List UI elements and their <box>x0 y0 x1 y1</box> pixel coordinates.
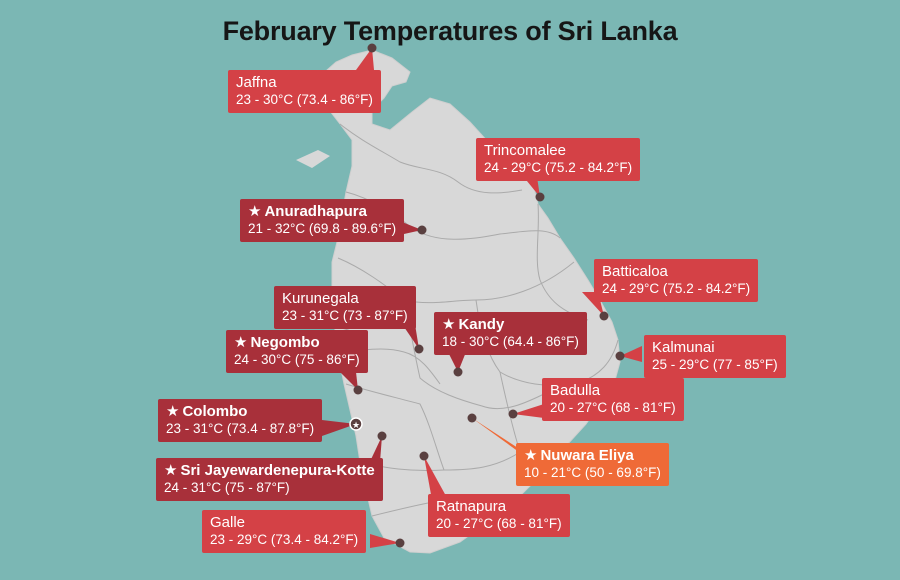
city-temp: 23 - 30°C (73.4 - 86°F) <box>236 92 373 107</box>
label-ratnapura: Ratnapura 20 - 27°C (68 - 81°F) <box>428 494 570 537</box>
label-colombo: ★ Colombo 23 - 31°C (73.4 - 87.8°F) <box>158 399 323 442</box>
label-batticaloa: Batticaloa 24 - 29°C (75.2 - 84.2°F) <box>594 259 759 302</box>
dot-icon <box>615 351 625 361</box>
city-temp: 23 - 29°C (73.4 - 84.2°F) <box>210 532 359 547</box>
label-nuwara-eliya: ★ Nuwara Eliya 10 - 21°C (50 - 69.8°F) <box>516 443 669 486</box>
dot-icon <box>535 192 545 202</box>
label-jaffna: Jaffna 23 - 30°C (73.4 - 86°F) <box>228 70 381 113</box>
city-markers <box>353 43 625 548</box>
dot-icon <box>419 451 429 461</box>
map-title: February Temperatures of Sri Lanka <box>222 16 678 46</box>
city-temp: 20 - 27°C (68 - 81°F) <box>436 516 562 531</box>
star-icon: ★ <box>234 334 248 351</box>
city-name: Kalmunai <box>652 339 715 356</box>
dot-icon <box>395 538 405 548</box>
city-name: Kurunegala <box>282 290 359 307</box>
label-negombo: ★ Negombo 24 - 30°C (75 - 86°F) <box>226 330 368 373</box>
label-badulla: Badulla 20 - 27°C (68 - 81°F) <box>542 378 684 421</box>
dot-icon <box>414 344 424 354</box>
city-name: Batticaloa <box>602 263 668 280</box>
dot-icon <box>508 409 518 419</box>
star-icon: ★ <box>248 203 262 220</box>
label-galle: Galle 23 - 29°C (73.4 - 84.2°F) <box>202 510 367 553</box>
label-trincomalee: Trincomalee 24 - 29°C (75.2 - 84.2°F) <box>476 138 641 181</box>
label-kandy: ★ Kandy 18 - 30°C (64.4 - 86°F) <box>434 312 587 355</box>
dot-icon <box>467 413 477 423</box>
city-temp: 24 - 29°C (75.2 - 84.2°F) <box>602 281 751 296</box>
city-name: Jaffna <box>236 74 277 91</box>
dot-icon <box>599 311 609 321</box>
star-icon: ★ <box>442 316 456 333</box>
dot-icon <box>377 431 387 441</box>
city-name: Nuwara Eliya <box>540 447 634 464</box>
dot-icon <box>353 385 363 395</box>
city-temp: 25 - 29°C (77 - 85°F) <box>652 357 778 372</box>
star-icon: ★ <box>524 447 538 464</box>
city-temp: 18 - 30°C (64.4 - 86°F) <box>442 334 579 349</box>
city-temp: 23 - 31°C (73.4 - 87.8°F) <box>166 421 315 436</box>
city-name: Badulla <box>550 382 601 399</box>
city-name: Kandy <box>458 316 505 333</box>
svg-text:★: ★ <box>352 421 360 431</box>
mannar-island <box>296 150 330 168</box>
city-name: Sri Jayewardenepura-Kotte <box>180 462 375 479</box>
label-kalmunai: Kalmunai 25 - 29°C (77 - 85°F) <box>644 335 786 378</box>
city-temp: 24 - 31°C (75 - 87°F) <box>164 480 290 495</box>
colombo-marker: ★ <box>349 417 363 431</box>
city-temp: 20 - 27°C (68 - 81°F) <box>550 400 676 415</box>
city-temp: 24 - 30°C (75 - 86°F) <box>234 352 360 367</box>
label-anuradhapura: ★ Anuradhapura 21 - 32°C (69.8 - 89.6°F) <box>240 199 405 242</box>
city-name: Colombo <box>182 403 248 420</box>
label-kurunegala: Kurunegala 23 - 31°C (73 - 87°F) <box>274 286 416 329</box>
city-temp: 21 - 32°C (69.8 - 89.6°F) <box>248 221 397 236</box>
label-kotte: ★ Sri Jayewardenepura-Kotte 24 - 31°C (75… <box>156 458 383 501</box>
dot-icon <box>367 43 377 53</box>
star-icon: ★ <box>166 403 180 420</box>
city-temp: 24 - 29°C (75.2 - 84.2°F) <box>484 160 633 175</box>
city-name: Ratnapura <box>436 498 507 515</box>
city-name: Negombo <box>250 334 320 351</box>
city-temp: 10 - 21°C (50 - 69.8°F) <box>524 465 661 480</box>
city-name: Galle <box>210 514 246 531</box>
city-name: Anuradhapura <box>264 203 367 220</box>
dot-icon <box>417 225 427 235</box>
city-name: Trincomalee <box>484 142 566 159</box>
star-icon: ★ <box>164 462 178 479</box>
city-temp: 23 - 31°C (73 - 87°F) <box>282 308 408 323</box>
dot-icon <box>453 367 463 377</box>
